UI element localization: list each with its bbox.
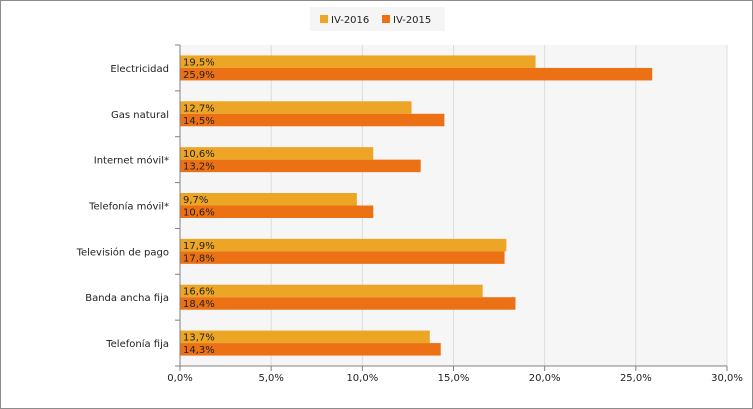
bar-iv-2015 — [180, 113, 445, 127]
x-tick-label: 20,0% — [529, 373, 561, 384]
bar-iv-2015 — [180, 297, 516, 310]
bar-iv-2015 — [180, 251, 505, 264]
bar-iv-2016 — [180, 284, 483, 298]
bar-iv-2016 — [180, 238, 507, 252]
category-label: Telefonía móvil* — [88, 201, 169, 213]
bar-iv-2015 — [180, 343, 441, 356]
category-label: Televisión de pago — [76, 246, 169, 258]
bar-value-label: 17,9% — [183, 241, 215, 252]
bar-iv-2015 — [180, 67, 653, 81]
bar-value-label: 13,2% — [183, 162, 215, 173]
bar-value-label: 12,7% — [183, 103, 215, 114]
bar-iv-2016 — [180, 193, 357, 206]
category-label: Electricidad — [110, 64, 169, 75]
bar-iv-2015 — [180, 205, 374, 218]
bar-value-label: 14,3% — [183, 345, 215, 356]
bar-value-label: 14,5% — [183, 116, 215, 127]
x-tick-label: 15,0% — [438, 373, 470, 384]
legend: IV-2016 IV-2015 — [310, 7, 445, 31]
bar-value-label: 18,4% — [183, 299, 215, 310]
x-tick-label: 0,0% — [167, 373, 192, 384]
x-tick-label: 30,0% — [711, 373, 743, 384]
bar-iv-2015 — [180, 159, 421, 173]
bar-iv-2016 — [180, 147, 374, 160]
bar-value-label: 9,7% — [183, 195, 208, 206]
bar-value-label: 10,6% — [183, 149, 215, 160]
legend-label-1: IV-2015 — [393, 15, 431, 26]
bar-value-label: 16,6% — [183, 287, 215, 298]
category-label: Telefonía fija — [105, 338, 169, 350]
category-label: Internet móvil* — [94, 155, 169, 167]
bar-iv-2016 — [180, 330, 430, 344]
bar-value-label: 17,8% — [183, 253, 215, 264]
legend-box — [310, 7, 445, 31]
legend-swatch-1 — [382, 15, 390, 23]
bar-iv-2016 — [180, 55, 536, 68]
x-tick-label: 5,0% — [258, 373, 283, 384]
bar-value-label: 19,5% — [183, 57, 215, 68]
bar-iv-2016 — [180, 101, 412, 114]
legend-swatch-0 — [320, 15, 328, 23]
bar-value-label: 10,6% — [183, 208, 215, 219]
bar-value-label: 13,7% — [183, 333, 215, 344]
x-tick-label: 10,0% — [346, 373, 378, 384]
category-label: Banda ancha fija — [85, 293, 169, 304]
category-label: Gas natural — [111, 110, 169, 121]
legend-label-0: IV-2016 — [331, 15, 369, 26]
x-tick-label: 25,0% — [620, 373, 652, 384]
bar-value-label: 25,9% — [183, 70, 215, 81]
